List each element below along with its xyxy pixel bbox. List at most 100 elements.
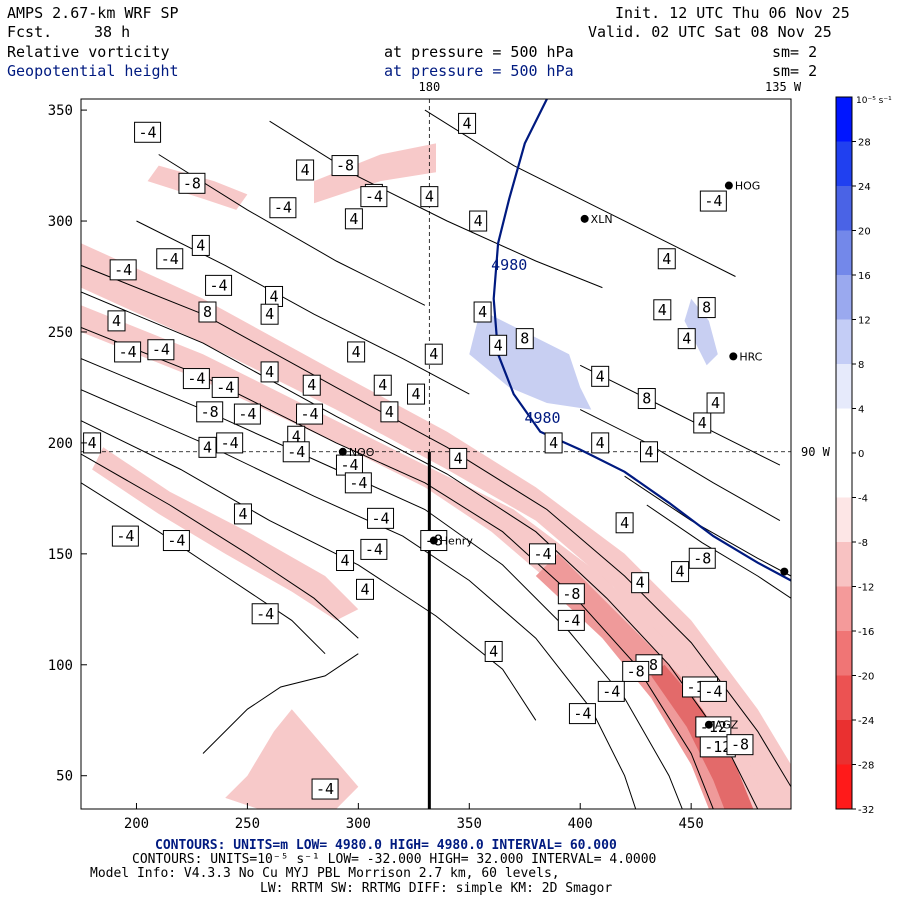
contour-label-47: -4	[251, 603, 279, 625]
contour-label-box	[697, 297, 716, 319]
station-dot-5	[704, 720, 713, 729]
colorbar-label-9: -4	[858, 494, 868, 505]
vorticity-contour-14	[624, 475, 791, 577]
contour-label-text: 4	[360, 580, 369, 598]
meridian-90w-label: 90 W	[801, 445, 831, 459]
contour-label-box	[373, 374, 392, 396]
colorbar-segment-0	[836, 97, 852, 142]
contour-label-72: 4	[693, 412, 712, 434]
contour-label-text: 4	[474, 212, 483, 230]
contour-label-text: 4	[352, 343, 361, 361]
contour-label-76: 4	[653, 299, 672, 321]
y-tick-label-3: 200	[48, 436, 73, 452]
colorbar-label-1: 28	[858, 138, 871, 149]
contour-label-84: 4	[424, 343, 443, 365]
colorbar-segment-10	[836, 542, 852, 587]
contour-label-text: 4	[292, 427, 301, 445]
contour-label-75: 8	[697, 297, 716, 319]
vorticity-contours	[81, 109, 791, 809]
contour-label-box	[473, 301, 492, 323]
contour-label-65: -4	[699, 680, 727, 702]
contour-label-text: 4	[454, 449, 463, 467]
contour-label-box	[211, 376, 239, 398]
contour-label-box	[296, 403, 324, 425]
colorbar-label-13: -20	[858, 672, 874, 683]
contour-label-text: -4	[119, 343, 137, 361]
footer-model-info-2: LW: RRTM SW: RRTMG DIFF: simple KM: 2D S…	[260, 881, 613, 896]
contour-label-51: -4	[557, 609, 585, 631]
contour-label-56: 4	[615, 512, 634, 534]
contour-label-54: 4	[591, 432, 610, 454]
contour-label-text: -8	[731, 736, 749, 754]
contour-label-box	[296, 159, 315, 181]
contour-label-64: -4	[568, 703, 596, 725]
contour-label-text: -4	[152, 341, 170, 359]
vorticity-contour-2	[81, 327, 714, 809]
fill-band-7	[314, 143, 436, 204]
colorbar-label-15: -28	[858, 761, 874, 772]
x-tick-label-1: 250	[235, 816, 260, 832]
contour-label-text: -4	[372, 509, 390, 527]
contour-label-text: -4	[238, 405, 256, 423]
contour-label-text: 4	[662, 250, 671, 268]
contour-label-box	[260, 303, 279, 325]
contour-label-text: 8	[642, 390, 651, 408]
contour-label-box	[198, 301, 217, 323]
corner-meridian-label: 135 W	[765, 80, 802, 94]
contour-label-box	[706, 392, 725, 414]
contour-label-text: 4	[549, 434, 558, 452]
contour-label-58: 4	[671, 561, 690, 583]
vorticity-contour-7	[81, 482, 326, 655]
contour-label-text: 4	[385, 403, 394, 421]
stations: NOO Henry XLN HOG HRC AGZ	[338, 180, 789, 732]
contour-label-box	[424, 343, 443, 365]
plot-frame	[80, 98, 792, 810]
contour-label-box	[699, 680, 727, 702]
field1-level: at pressure = 500 hPa	[384, 43, 574, 61]
contour-label-71: 8	[637, 388, 656, 410]
contour-label-box	[347, 341, 366, 363]
contour-label-text: 4	[88, 434, 97, 452]
contour-label-57: -8	[688, 547, 716, 569]
colorbar-segment-2	[836, 186, 852, 231]
contour-label-text: -4	[161, 250, 179, 268]
contour-label-62: -8	[622, 660, 650, 682]
colorbar-segment-8	[836, 453, 852, 498]
contour-label-text: -4	[365, 188, 383, 206]
contour-label-text: -4	[274, 199, 292, 217]
contour-label-box	[484, 640, 503, 662]
contour-label-box	[191, 234, 210, 256]
station-label-1: Henry	[440, 535, 474, 548]
meridian-180-label: 180	[419, 80, 441, 94]
contour-label-box	[344, 208, 363, 230]
contour-label-text: 8	[520, 330, 529, 348]
contour-label-box	[631, 572, 650, 594]
y-tick-label-0: 50	[56, 769, 73, 785]
contour-label-box	[597, 680, 625, 702]
contour-label-32: -4	[282, 441, 310, 463]
colorbar-label-14: -24	[858, 716, 874, 727]
contour-label-box	[469, 210, 488, 232]
contour-label-text: -4	[602, 682, 620, 700]
fill-band-4	[92, 447, 359, 621]
valid-time: Valid. 02 UTC Sat 08 Nov 25	[588, 23, 832, 41]
forecast-label: Fcst.	[7, 23, 53, 41]
contour-label-74: 4	[677, 328, 696, 350]
contour-label-78: -4	[699, 190, 727, 212]
contour-label-box	[380, 401, 399, 423]
contour-label-24: 4	[347, 341, 366, 363]
contour-label-81: 4	[469, 210, 488, 232]
colorbar-segment-7	[836, 408, 852, 453]
contour-label-box	[557, 609, 585, 631]
contour-label-box	[205, 274, 233, 296]
colorbar-label-7: 4	[858, 405, 864, 416]
contour-label-77: 4	[657, 248, 676, 270]
contour-label-box	[449, 447, 468, 469]
contour-label-box	[302, 374, 321, 396]
contour-label-box	[156, 248, 184, 270]
x-tick-label-4: 400	[568, 816, 593, 832]
colorbar-label-10: -8	[858, 538, 868, 549]
contour-label-63: -4	[597, 680, 625, 702]
station-dot-6	[780, 567, 789, 576]
contour-label-box	[134, 121, 162, 143]
